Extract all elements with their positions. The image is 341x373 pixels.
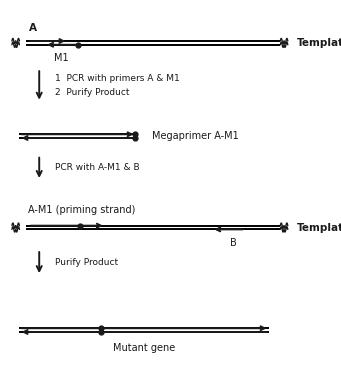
Text: Megaprimer A-M1: Megaprimer A-M1 bbox=[152, 131, 238, 141]
Text: A-M1 (priming strand): A-M1 (priming strand) bbox=[28, 205, 135, 215]
Text: 1  PCR with primers A & M1: 1 PCR with primers A & M1 bbox=[55, 74, 179, 83]
Text: Template: Template bbox=[297, 223, 341, 232]
Text: Mutant gene: Mutant gene bbox=[113, 343, 175, 353]
Text: Template: Template bbox=[297, 38, 341, 48]
Text: PCR with A-M1 & B: PCR with A-M1 & B bbox=[55, 163, 139, 172]
Text: 2  Purify Product: 2 Purify Product bbox=[55, 88, 129, 97]
Text: B: B bbox=[230, 238, 237, 248]
Text: M1: M1 bbox=[54, 53, 69, 63]
Text: A: A bbox=[29, 23, 37, 33]
Text: Purify Product: Purify Product bbox=[55, 258, 118, 267]
